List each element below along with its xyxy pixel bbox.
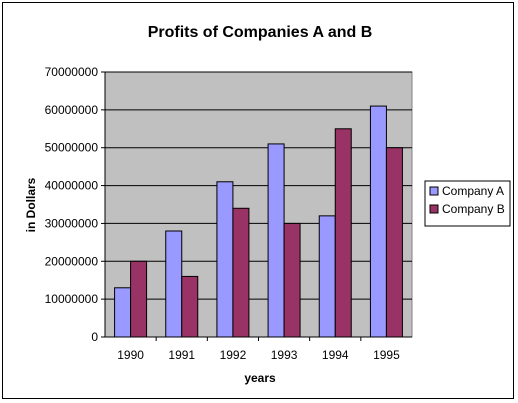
bar-company-a-1992 <box>216 181 234 338</box>
bar-company-b-1993 <box>283 222 301 338</box>
plot-area <box>104 71 413 338</box>
x-tick-label: 1991 <box>168 348 195 362</box>
x-tick-label: 1994 <box>322 348 349 362</box>
y-tick-label: 30000000 <box>45 216 99 230</box>
x-tick-label: 1995 <box>373 348 400 362</box>
legend: Company A Company B <box>424 180 511 227</box>
y-tick-label: 70000000 <box>45 65 99 79</box>
x-tick-label: 1990 <box>117 348 144 362</box>
y-tick-label: 10000000 <box>45 292 99 306</box>
legend-swatch <box>429 186 439 196</box>
y-tick-label: 40000000 <box>45 179 99 193</box>
bar-company-a-1990 <box>114 287 132 338</box>
y-tick-label: 0 <box>91 330 98 344</box>
x-axis-title: years <box>244 371 276 385</box>
y-axis-title: in Dollars <box>24 177 38 232</box>
bar-company-b-1990 <box>130 260 148 338</box>
gridlines <box>105 71 412 300</box>
bar-company-a-1995 <box>369 105 387 338</box>
y-axis-ticks: 0 10000000 20000000 30000000 40000000 5000000… <box>45 65 105 344</box>
bar-company-a-1991 <box>165 230 183 338</box>
x-axis-ticks: 1990 1991 1992 1993 1994 1995 <box>117 337 400 362</box>
x-tick-label: 1993 <box>271 348 298 362</box>
bar-company-b-1991 <box>181 275 199 338</box>
bar-company-b-1994 <box>334 128 352 338</box>
bar-company-b-1992 <box>232 207 250 338</box>
bar-company-b-1995 <box>385 147 403 338</box>
legend-label: Company A <box>442 184 504 198</box>
y-tick-label: 50000000 <box>45 141 99 155</box>
legend-box <box>424 180 511 227</box>
legend-label: Company B <box>442 202 505 216</box>
x-tick-label: 1992 <box>220 348 247 362</box>
chart-title: Profits of Companies A and B <box>148 24 373 41</box>
y-tick-label: 20000000 <box>45 254 99 268</box>
legend-swatch <box>429 204 439 214</box>
bar-company-a-1994 <box>318 215 336 338</box>
bars <box>114 105 403 338</box>
y-tick-label: 60000000 <box>45 103 99 117</box>
bar-company-a-1993 <box>267 143 285 338</box>
